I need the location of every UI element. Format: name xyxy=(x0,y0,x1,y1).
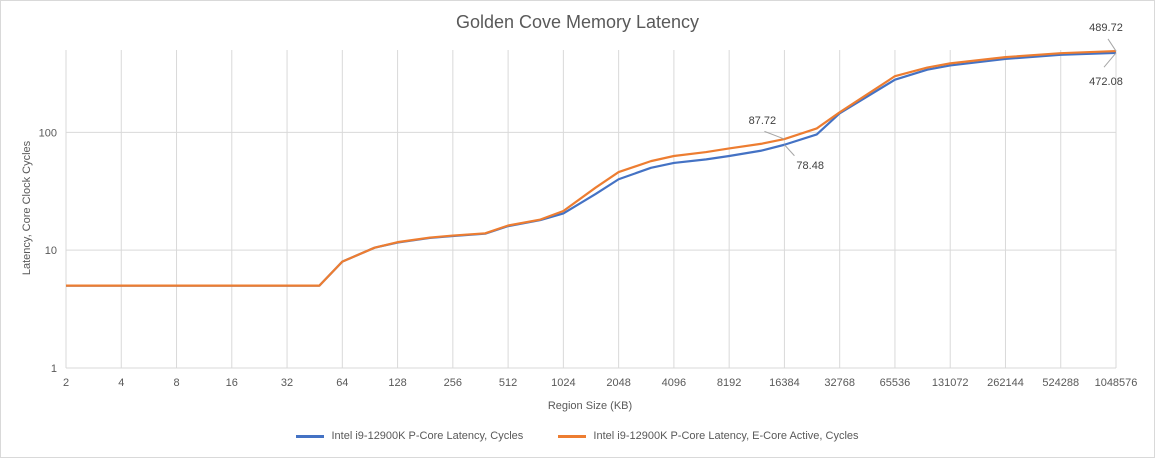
legend-item-ecore-active: Intel i9-12900K P-Core Latency, E-Core A… xyxy=(558,430,859,443)
x-tick-label: 2048 xyxy=(606,377,630,389)
data-label: 87.72 xyxy=(749,115,777,127)
y-axis-label: Latency, Core Clock Cycles xyxy=(21,140,33,275)
x-tick-label: 512 xyxy=(499,377,517,389)
legend-item-pcore: Intel i9-12900K P-Core Latency, Cycles xyxy=(296,430,523,442)
chart-title: Golden Cove Memory Latency xyxy=(455,12,700,32)
x-tick-label: 2 xyxy=(63,377,69,389)
data-label-leader xyxy=(784,144,795,157)
x-tick-label: 1048576 xyxy=(1095,377,1138,389)
x-tick-label: 524288 xyxy=(1042,377,1079,389)
x-tick-label: 16 xyxy=(226,377,238,389)
data-label: 78.48 xyxy=(796,160,824,172)
x-tick-label: 32 xyxy=(281,377,293,389)
y-tick-label: 1 xyxy=(51,363,57,375)
legend-label-ecore-active: Intel i9-12900K P-Core Latency, E-Core A… xyxy=(593,430,859,443)
x-tick-label: 128 xyxy=(388,377,406,389)
y-tick-labels: 1 10 100 xyxy=(39,127,57,375)
x-tick-label: 4 xyxy=(118,377,124,389)
series-lines xyxy=(66,49,1117,287)
x-tick-label: 32768 xyxy=(824,377,855,389)
x-tick-label: 131072 xyxy=(932,377,969,389)
x-tick-label: 8 xyxy=(173,377,179,389)
legend-swatch-ecore-active xyxy=(558,434,587,438)
series-line-0 xyxy=(66,51,1117,287)
data-label-leader xyxy=(764,130,785,140)
x-tick-label: 1024 xyxy=(551,377,575,389)
x-tick-labels: 2 4 8 16 32 64 128 256 512 1024 2048 4096 8192 16384 3… xyxy=(63,377,1137,389)
y-tick-label: 100 xyxy=(39,127,57,139)
x-tick-label: 256 xyxy=(444,377,462,389)
y-tick-label: 10 xyxy=(45,245,57,257)
x-tick-label: 65536 xyxy=(880,377,911,389)
grid-lines xyxy=(65,50,1117,369)
data-label: 472.08 xyxy=(1089,76,1123,88)
x-tick-label: 16384 xyxy=(769,377,800,389)
x-tick-label: 4096 xyxy=(662,377,686,389)
series-line-1 xyxy=(66,49,1117,287)
data-label: 489.72 xyxy=(1089,22,1123,34)
legend: Intel i9-12900K P-Core Latency, Cycles I… xyxy=(0,430,1155,442)
data-labels: 489.72 472.08 87.72 78.48 xyxy=(749,22,1123,172)
data-label-leader xyxy=(1103,52,1117,68)
legend-swatch-pcore xyxy=(296,434,325,438)
legend-label-pcore: Intel i9-12900K P-Core Latency, Cycles xyxy=(331,430,524,443)
data-label-leader xyxy=(1107,38,1117,52)
x-tick-label: 64 xyxy=(336,377,348,389)
x-tick-label: 8192 xyxy=(717,377,741,389)
x-tick-label: 262144 xyxy=(987,377,1024,389)
x-axis-label: Region Size (KB) xyxy=(548,400,632,412)
